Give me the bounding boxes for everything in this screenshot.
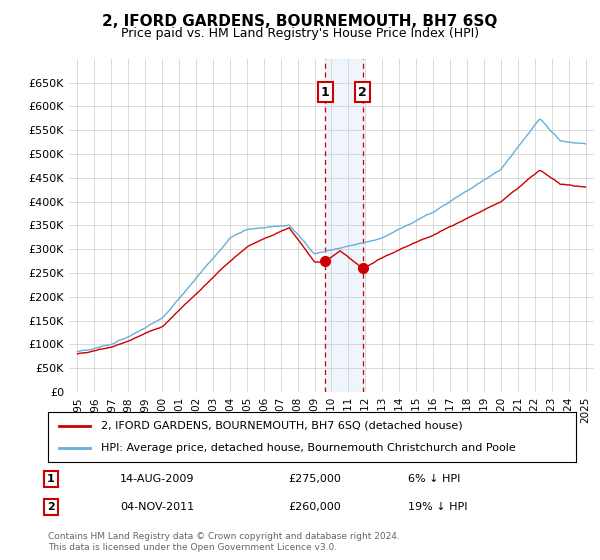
Text: 2, IFORD GARDENS, BOURNEMOUTH, BH7 6SQ: 2, IFORD GARDENS, BOURNEMOUTH, BH7 6SQ bbox=[103, 14, 497, 29]
Text: 04-NOV-2011: 04-NOV-2011 bbox=[120, 502, 194, 512]
Text: Price paid vs. HM Land Registry's House Price Index (HPI): Price paid vs. HM Land Registry's House … bbox=[121, 27, 479, 40]
Text: £275,000: £275,000 bbox=[288, 474, 341, 484]
Text: £260,000: £260,000 bbox=[288, 502, 341, 512]
Text: 1: 1 bbox=[47, 474, 55, 484]
Text: This data is licensed under the Open Government Licence v3.0.: This data is licensed under the Open Gov… bbox=[48, 543, 337, 552]
Text: 6% ↓ HPI: 6% ↓ HPI bbox=[408, 474, 460, 484]
Bar bbox=[325, 59, 362, 392]
Text: 2, IFORD GARDENS, BOURNEMOUTH, BH7 6SQ (detached house): 2, IFORD GARDENS, BOURNEMOUTH, BH7 6SQ (… bbox=[101, 421, 463, 431]
Text: 19% ↓ HPI: 19% ↓ HPI bbox=[408, 502, 467, 512]
Text: Contains HM Land Registry data © Crown copyright and database right 2024.: Contains HM Land Registry data © Crown c… bbox=[48, 532, 400, 541]
Text: HPI: Average price, detached house, Bournemouth Christchurch and Poole: HPI: Average price, detached house, Bour… bbox=[101, 443, 515, 453]
Text: 2: 2 bbox=[47, 502, 55, 512]
Text: 1: 1 bbox=[320, 86, 329, 99]
Text: 14-AUG-2009: 14-AUG-2009 bbox=[120, 474, 194, 484]
Text: 2: 2 bbox=[358, 86, 367, 99]
